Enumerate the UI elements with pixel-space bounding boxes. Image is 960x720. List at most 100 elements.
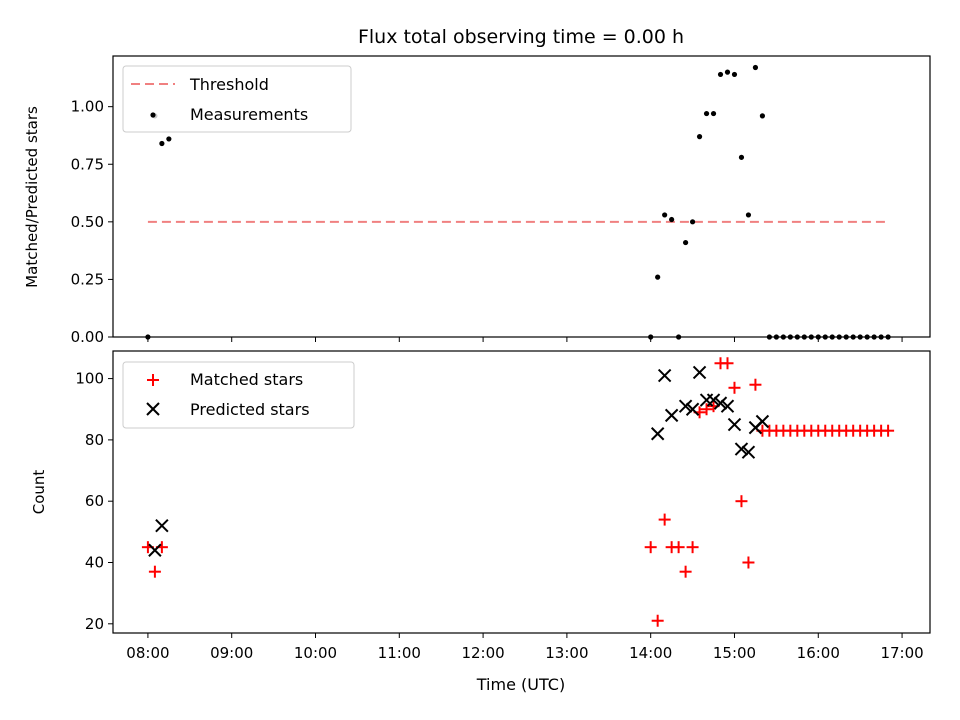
marker-stroke (650, 427, 665, 441)
bottom-panel: 20 40 60 80 100 08:00 09:00 10:00 11:00 12:00 13:… (30, 350, 931, 662)
x-tick-label: 14:00 (629, 644, 672, 662)
measurements-point (801, 334, 807, 340)
measurements-point (794, 334, 800, 340)
x-tick-label: 15:00 (713, 644, 756, 662)
matched-stars-point (672, 541, 685, 554)
y-tick-label: 0.00 (71, 328, 104, 346)
measurements-point (662, 212, 668, 218)
predicted-stars-point (692, 365, 707, 380)
measurements-point (669, 216, 675, 223)
matched-stars-point (658, 513, 671, 526)
measurements-point (724, 69, 731, 75)
matched-stars-point (644, 541, 657, 554)
bottom-panel-legend: Matched stars Predicted stars (122, 361, 355, 429)
marker-stroke (155, 519, 169, 533)
marker-stroke (657, 368, 672, 383)
legend-matched-swatch (147, 374, 159, 386)
predicted-stars-point (657, 368, 672, 383)
marker-stroke (692, 365, 707, 380)
measurements-point (682, 239, 689, 246)
legend-predicted-label: Predicted stars (190, 400, 310, 419)
matched-stars-point (882, 424, 895, 437)
y-tick-label: 1.00 (71, 98, 104, 116)
measurements-point (885, 334, 891, 340)
measurements-point (745, 212, 752, 218)
predicted-stars-point (685, 402, 700, 416)
measurements-point (787, 334, 793, 340)
x-tick-label: 11:00 (378, 644, 421, 662)
measurements-point (710, 110, 717, 117)
marker-stroke (720, 399, 735, 413)
measurements-point (829, 334, 835, 340)
predicted-stars-point (650, 427, 665, 441)
measurements-point (773, 334, 779, 340)
measurements-point (843, 334, 849, 340)
marker-stroke (678, 399, 693, 413)
measurements-point (676, 334, 682, 340)
marker-stroke (741, 445, 756, 459)
measurements-point (878, 334, 884, 340)
predicted-stars-point (706, 393, 721, 407)
matched-stars-point (148, 565, 161, 578)
marker-stroke (664, 408, 679, 423)
top-panel-y-axis: 0.00 0.25 0.50 0.75 1.00 (71, 98, 113, 346)
measurements-point (738, 154, 745, 160)
measurements-point (759, 113, 766, 119)
top-panel-legend: Threshold Measurements (122, 65, 352, 133)
top-panel-y-label: Matched/Predicted stars (23, 106, 41, 288)
measurements-point (166, 136, 172, 142)
legend-box (122, 65, 352, 133)
predicted-stars-point (741, 445, 756, 459)
matched-stars-point (749, 378, 762, 391)
measurements-point (836, 334, 842, 340)
measurements-point (689, 219, 696, 225)
matched-stars-point (651, 614, 664, 627)
marker-stroke (706, 393, 721, 407)
predicted-stars-point (734, 442, 749, 456)
measurements-point (766, 334, 772, 340)
matched-stars-point (742, 556, 755, 569)
bottom-panel-x-axis: 08:00 09:00 10:00 11:00 12:00 13:00 14:00 15:00… (126, 633, 924, 662)
predicted-stars-point (678, 399, 693, 413)
matched-stars-point (728, 381, 741, 394)
predicted-stars-point (727, 417, 742, 432)
y-tick-label: 0.25 (71, 270, 104, 288)
top-panel-x-ticks (147, 337, 903, 342)
top-panel: 0.00 0.25 0.50 0.75 1.00 Matched/Predicted s… (23, 55, 931, 346)
bottom-panel-data (141, 357, 895, 627)
y-tick-label: 20 (85, 615, 104, 633)
predicted-stars-point (755, 414, 770, 429)
legend-box (122, 361, 355, 429)
x-axis-label: Time (UTC) (476, 675, 565, 694)
legend-predicted-swatch (146, 402, 160, 416)
measurements-point (731, 71, 738, 78)
top-panel-frame (112, 55, 931, 338)
y-tick-label: 0.50 (71, 213, 104, 231)
measurements-point (703, 110, 710, 117)
measurements-point (655, 274, 661, 280)
x-tick-label: 09:00 (210, 644, 253, 662)
x-tick-label: 13:00 (545, 644, 588, 662)
matched-stars-point (700, 403, 713, 416)
measurements-point (808, 334, 814, 340)
measurements-point (717, 71, 724, 78)
measurements-point (159, 140, 165, 147)
measurements-point (864, 334, 870, 340)
measurements-point (780, 334, 786, 340)
marker-stroke (755, 414, 770, 429)
legend-matched-label: Matched stars (190, 370, 303, 389)
marker-stroke (148, 543, 162, 557)
y-tick-label: 60 (85, 492, 104, 510)
legend-measurements-swatch (150, 112, 156, 118)
predicted-stars-point (664, 408, 679, 423)
measurements-point (857, 334, 863, 340)
marker-stroke (713, 396, 728, 410)
bottom-panel-frame (112, 350, 931, 634)
y-tick-label: 80 (85, 431, 104, 449)
bottom-panel-y-label: Count (30, 470, 48, 515)
measurements-point (752, 64, 759, 71)
predicted-stars-point (713, 396, 728, 410)
measurements-point (822, 334, 828, 340)
measurements-point (871, 334, 877, 340)
marker-stroke (685, 402, 700, 416)
